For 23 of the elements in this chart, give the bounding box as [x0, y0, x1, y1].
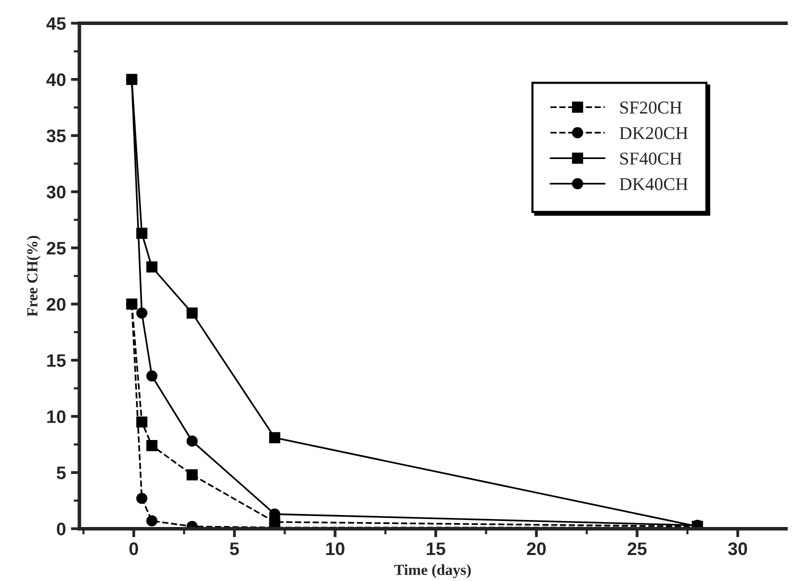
x-tick-label: 25 [628, 542, 647, 556]
y-tick-label: 25 [46, 242, 66, 255]
x-tick-label: 20 [527, 542, 546, 556]
x-tick-label: 30 [728, 542, 748, 556]
y-tick-label: 40 [46, 73, 66, 86]
y-tick-label: 35 [46, 130, 66, 142]
x-tick-label: 10 [326, 542, 344, 556]
x-axis-title: Time (days) [394, 564, 471, 578]
y-tick-label: 5 [56, 466, 66, 480]
y-tick-label: 20 [46, 298, 66, 311]
legend-label: DK40CH [620, 178, 688, 190]
y-tick-label: 45 [46, 17, 66, 30]
y-tick-label: 15 [47, 354, 66, 367]
y-tick-label: 0 [56, 522, 66, 536]
legend-label: DK20CH [620, 127, 688, 140]
x-tick-label: 0 [129, 542, 138, 556]
x-tick-label: 5 [230, 542, 239, 556]
y-tick-label: 30 [46, 186, 66, 198]
legend-label: SF20CH [620, 102, 682, 114]
legend-label: SF40CH [620, 152, 682, 165]
y-axis-title: Free CH(%) [26, 236, 41, 317]
x-tick-label: 15 [426, 542, 446, 556]
y-tick-label: 10 [47, 410, 66, 424]
